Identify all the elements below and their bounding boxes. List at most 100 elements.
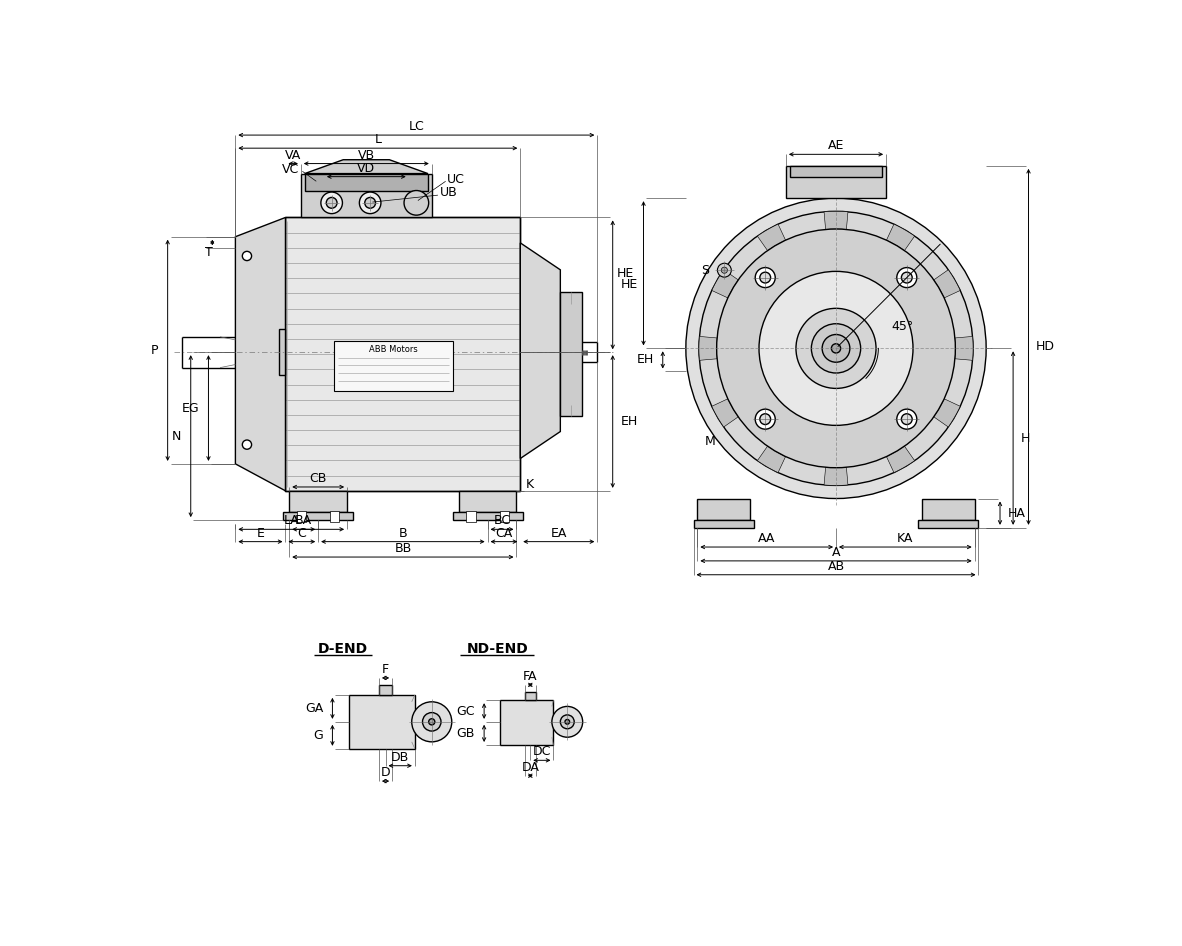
Text: N: N: [173, 429, 182, 443]
Text: A: A: [832, 546, 840, 559]
Circle shape: [755, 268, 775, 288]
Text: UB: UB: [440, 186, 457, 200]
Bar: [500, 700, 553, 745]
Circle shape: [823, 335, 850, 362]
Circle shape: [686, 199, 986, 499]
Text: 45°: 45°: [891, 321, 914, 333]
Circle shape: [760, 272, 771, 283]
Text: EH: EH: [621, 415, 637, 428]
Text: AE: AE: [827, 139, 844, 152]
Text: C: C: [298, 527, 306, 539]
Text: DB: DB: [391, 751, 409, 763]
Text: LA: LA: [284, 515, 299, 527]
Bar: [786, 166, 886, 199]
Text: BB: BB: [395, 542, 411, 555]
Circle shape: [721, 267, 727, 273]
Text: P: P: [151, 343, 158, 357]
Text: GA: GA: [305, 702, 323, 715]
Circle shape: [902, 272, 913, 283]
Text: F: F: [382, 663, 389, 676]
Circle shape: [902, 413, 913, 425]
Text: GC: GC: [456, 705, 475, 717]
Text: T: T: [204, 246, 213, 258]
Text: VB: VB: [358, 149, 375, 162]
Text: EH: EH: [636, 354, 654, 366]
Polygon shape: [712, 399, 739, 427]
Text: VC: VC: [282, 164, 299, 176]
Text: E: E: [256, 527, 265, 539]
Circle shape: [429, 719, 435, 725]
Polygon shape: [699, 337, 717, 360]
Text: CB: CB: [310, 472, 327, 485]
Bar: [560, 292, 582, 416]
Circle shape: [795, 308, 876, 389]
Bar: [694, 520, 754, 528]
Text: BA: BA: [296, 515, 312, 527]
Bar: [301, 173, 431, 218]
Circle shape: [717, 263, 732, 277]
Text: L: L: [375, 133, 382, 147]
Text: CA: CA: [495, 527, 513, 539]
Polygon shape: [955, 337, 973, 360]
Text: EA: EA: [551, 527, 567, 539]
Polygon shape: [886, 224, 915, 251]
Bar: [379, 685, 392, 695]
Circle shape: [552, 707, 583, 737]
Bar: [330, 511, 339, 521]
Circle shape: [755, 409, 775, 429]
Text: DC: DC: [533, 745, 551, 759]
Circle shape: [760, 413, 771, 425]
Circle shape: [716, 229, 955, 467]
Text: VA: VA: [285, 149, 301, 162]
Circle shape: [422, 712, 441, 731]
Bar: [697, 499, 749, 520]
Text: HE: HE: [617, 267, 635, 280]
Text: EG: EG: [182, 401, 200, 414]
Circle shape: [897, 268, 917, 288]
Text: ND-END: ND-END: [467, 641, 528, 656]
Polygon shape: [305, 160, 428, 173]
Circle shape: [897, 409, 917, 429]
Text: HE: HE: [621, 278, 637, 291]
Circle shape: [326, 198, 337, 208]
Text: LC: LC: [409, 120, 424, 133]
Text: D-END: D-END: [318, 641, 369, 656]
Circle shape: [411, 702, 452, 742]
Bar: [350, 695, 415, 749]
Text: FA: FA: [524, 670, 538, 683]
Text: HA: HA: [1008, 507, 1026, 519]
Circle shape: [831, 343, 840, 353]
Circle shape: [560, 715, 574, 728]
Circle shape: [242, 440, 252, 449]
Text: S: S: [701, 264, 709, 276]
Bar: [335, 341, 454, 391]
Circle shape: [811, 324, 860, 373]
Text: HD: HD: [1037, 341, 1056, 353]
Text: VD: VD: [357, 162, 376, 175]
Text: AA: AA: [758, 532, 775, 545]
Bar: [297, 511, 306, 521]
Polygon shape: [712, 270, 739, 298]
Polygon shape: [934, 399, 960, 427]
Polygon shape: [758, 447, 786, 473]
Circle shape: [759, 272, 913, 426]
Polygon shape: [520, 243, 560, 459]
Bar: [922, 499, 975, 520]
Circle shape: [404, 190, 429, 215]
Text: M: M: [706, 435, 716, 447]
Bar: [500, 511, 508, 521]
Text: DA: DA: [521, 761, 539, 774]
Text: G: G: [313, 728, 323, 742]
Circle shape: [365, 198, 376, 208]
Bar: [790, 166, 882, 178]
Text: K: K: [526, 478, 534, 491]
Polygon shape: [934, 270, 960, 298]
Bar: [459, 491, 517, 513]
Text: ABB Motors: ABB Motors: [369, 345, 418, 355]
Bar: [525, 692, 535, 700]
Text: BC: BC: [493, 515, 511, 527]
Polygon shape: [824, 211, 847, 230]
Polygon shape: [235, 218, 286, 491]
Text: AB: AB: [827, 560, 845, 572]
Bar: [286, 218, 520, 491]
